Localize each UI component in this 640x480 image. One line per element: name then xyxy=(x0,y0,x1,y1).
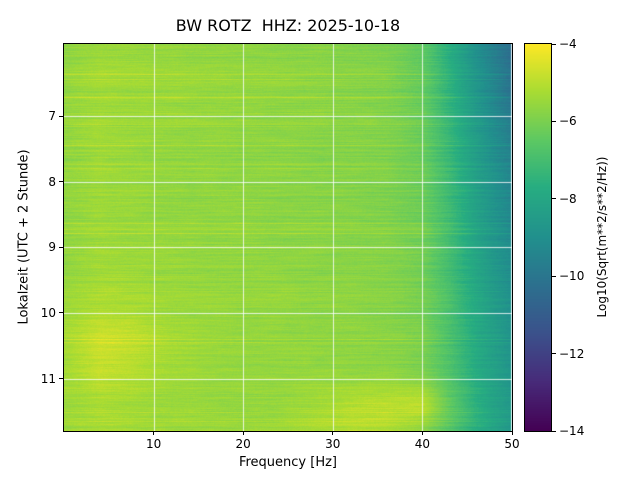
x-tick xyxy=(153,431,155,435)
y-tick xyxy=(59,181,63,183)
y-tick xyxy=(59,312,63,314)
colorbar-tick-label: −4 xyxy=(559,37,577,51)
y-tick-label: 10 xyxy=(40,305,56,320)
colorbar-tick xyxy=(552,353,556,355)
y-tick xyxy=(59,115,63,117)
colorbar-tick-label: −14 xyxy=(559,424,585,438)
x-axis-label: Frequency [Hz] xyxy=(238,455,338,470)
colorbar-tick xyxy=(552,43,556,45)
plot-area xyxy=(63,43,513,432)
y-tick-label: 7 xyxy=(48,109,56,124)
chart-title: BW ROTZ HHZ: 2025-10-18 xyxy=(175,16,401,35)
colorbar-tick-label: −6 xyxy=(559,114,577,129)
colorbar-gradient xyxy=(525,44,551,431)
x-tick xyxy=(242,431,244,435)
x-tick xyxy=(511,431,513,435)
colorbar-label: Log10(Sqrt(m**2/s**2/Hz)) xyxy=(595,156,609,318)
y-tick-label: 8 xyxy=(48,174,56,189)
spectrogram-heatmap xyxy=(64,44,512,431)
x-tick-label: 40 xyxy=(414,437,431,451)
y-tick-label: 11 xyxy=(40,371,56,386)
colorbar-tick-label: −12 xyxy=(559,346,585,361)
x-tick-label: 30 xyxy=(325,437,341,451)
x-tick xyxy=(332,431,334,435)
colorbar-tick xyxy=(552,198,556,200)
colorbar-tick xyxy=(552,120,556,122)
colorbar-tick-label: −10 xyxy=(559,269,585,284)
colorbar xyxy=(524,43,552,432)
x-tick-label: 50 xyxy=(504,437,520,451)
y-tick xyxy=(59,378,63,380)
x-tick xyxy=(421,431,423,435)
y-tick-label: 9 xyxy=(48,240,56,255)
colorbar-tick-label: −8 xyxy=(559,191,577,206)
y-tick xyxy=(59,246,63,248)
colorbar-tick xyxy=(552,275,556,277)
x-tick-label: 20 xyxy=(235,437,251,451)
colorbar-tick xyxy=(552,430,556,432)
x-tick-label: 10 xyxy=(145,437,162,451)
